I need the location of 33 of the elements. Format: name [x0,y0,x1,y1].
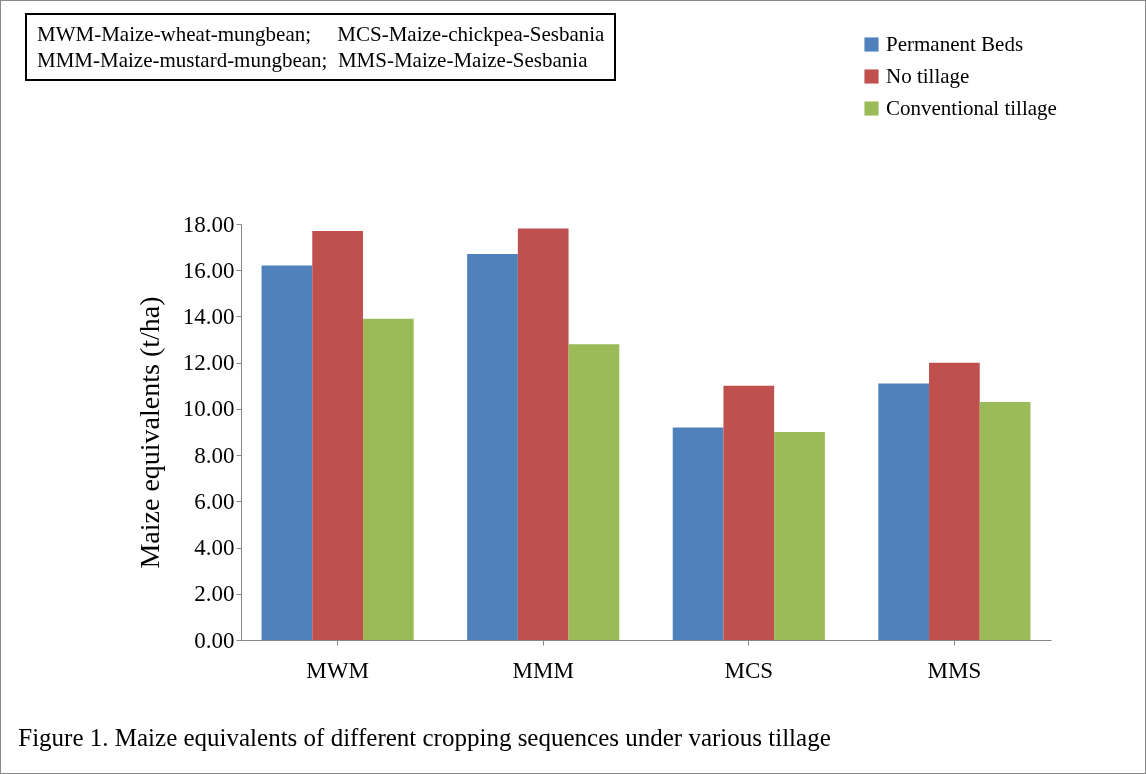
y-tick-label: 16.00 [182,257,235,283]
y-tick-label: 4.00 [194,535,235,561]
bar [568,344,620,640]
bar [878,383,930,640]
bar [362,318,414,640]
x-tick-label: MMS [927,657,982,683]
y-tick-label: 8.00 [194,442,235,468]
bar [261,265,313,640]
bar [774,432,825,640]
legend-label: Permanent Beds [886,31,1024,56]
bar [672,427,724,640]
y-axis-title: Maize equivalents (t/ha) [133,296,165,569]
bar [979,401,1031,640]
x-tick-label: MWM [306,657,369,683]
bar [929,362,980,640]
bar [312,230,363,640]
y-tick-label: 2.00 [194,581,235,607]
y-tick-label: 14.00 [182,303,235,329]
x-tick-label: MCS [724,657,774,683]
bar [517,228,569,640]
bar [467,254,518,640]
y-tick-label: 10.00 [182,396,235,422]
y-tick-label: 18.00 [182,211,235,237]
y-tick-label: 12.00 [182,350,235,376]
legend-label: No tillage [886,63,970,88]
x-tick-label: MMM [512,657,574,683]
legend-label: Conventional tillage [886,95,1057,120]
text: MMM-Maize-mustard-mungbean; MMS-Maize-Maize-Sesbania [37,47,589,73]
y-tick-label: 0.00 [194,627,235,653]
y-tick-label: 6.00 [194,488,235,514]
text: Figure 1. Maize equivalents of different cropping sequences under various tillage [18,724,831,751]
bar [723,385,775,640]
text: MWM-Maize-wheat-mungbean; MCS-Maize-chickpea-Sesbania [37,21,605,47]
